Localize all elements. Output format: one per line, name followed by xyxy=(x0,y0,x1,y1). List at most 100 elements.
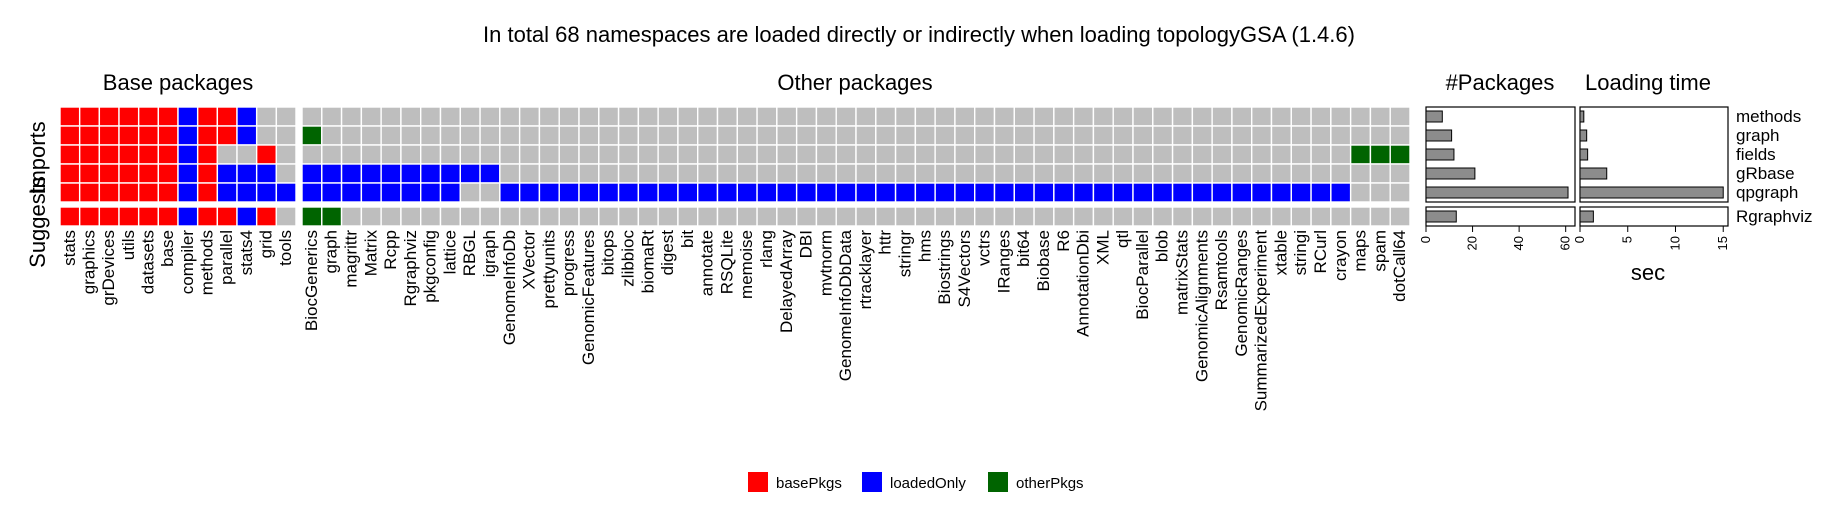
other-cell-qpgraph-lattice xyxy=(439,182,461,203)
base-cell-gRbase-grDevices xyxy=(98,163,120,184)
other-cell-methods-GenomicAlignments xyxy=(1191,106,1213,127)
other-cell-methods-Biostrings xyxy=(934,106,956,127)
other-cell-Rgraphviz-rtracklayer xyxy=(855,206,877,227)
base-column-label: base xyxy=(158,230,177,267)
other-cell-Rgraphviz-Rcpp xyxy=(380,206,402,227)
other-cell-qpgraph-RCurl xyxy=(1310,182,1332,203)
other-cell-qpgraph-memoise xyxy=(736,182,758,203)
other-cell-methods-bit xyxy=(677,106,699,127)
other-cell-methods-zlibbioc xyxy=(617,106,640,127)
other-column-label: crayon xyxy=(1331,230,1350,281)
other-cell-methods-graph xyxy=(321,106,343,127)
other-cell-Rgraphviz-RSQLite xyxy=(716,206,738,227)
other-cell-Rgraphviz-prettyunits xyxy=(538,206,560,227)
other-cell-methods-magrittr xyxy=(340,106,363,127)
loading-bar-Rgraphviz xyxy=(1579,210,1594,223)
other-cell-gRbase-rlang xyxy=(756,163,778,184)
other-cell-graph-lattice xyxy=(439,125,461,146)
packages-bar-fields xyxy=(1425,148,1455,161)
other-cell-graph-GenomeInfoDbData xyxy=(835,125,857,146)
other-column-label: rlang xyxy=(757,230,776,268)
other-cell-graph-prettyunits xyxy=(538,125,560,146)
other-cell-qpgraph-pkgconfig xyxy=(420,182,442,203)
loading-bar-methods xyxy=(1579,110,1585,123)
other-cell-qpgraph-stringr xyxy=(894,182,917,203)
other-column-label: XML xyxy=(1093,230,1112,265)
other-cell-methods-RSQLite xyxy=(716,106,738,127)
other-cell-Rgraphviz-graph xyxy=(321,206,343,227)
other-cell-methods-S4Vectors xyxy=(954,106,976,127)
other-cell-qpgraph-RSQLite xyxy=(716,182,738,203)
other-cell-graph-RSQLite xyxy=(716,125,738,146)
other-column-label: dotCall64 xyxy=(1390,230,1409,302)
other-column-label: Matrix xyxy=(361,230,380,277)
other-cell-gRbase-RSQLite xyxy=(716,163,738,184)
other-cell-fields-bitops xyxy=(598,144,620,165)
base-column-label: compiler xyxy=(178,230,197,295)
base-cell-gRbase-methods xyxy=(196,163,219,184)
other-cell-graph-bitops xyxy=(598,125,620,146)
other-column-label: httr xyxy=(876,230,895,255)
other-cell-Rgraphviz-DelayedArray xyxy=(776,206,798,227)
other-cell-fields-prettyunits xyxy=(538,144,560,165)
other-cell-fields-RBGL xyxy=(459,144,481,165)
other-cell-fields-mvtnorm xyxy=(815,144,837,165)
other-cell-qpgraph-GenomeInfoDb xyxy=(499,182,521,203)
base-column-label: stats4 xyxy=(237,230,256,275)
loading-bar-qpgraph xyxy=(1579,186,1724,199)
other-cell-graph-Matrix xyxy=(360,125,382,146)
other-cell-gRbase-XML xyxy=(1092,163,1114,184)
packages-axis-tick-label: 0 xyxy=(1418,236,1433,243)
packages-axis-tick-label: 20 xyxy=(1465,236,1480,250)
other-cell-qpgraph-rtracklayer xyxy=(855,182,877,203)
other-cell-graph-spam xyxy=(1369,125,1391,146)
other-column-label: RSQLite xyxy=(717,230,736,294)
other-cell-methods-BiocParallel xyxy=(1132,106,1154,127)
base-column-label: grDevices xyxy=(99,230,118,306)
other-cell-graph-GenomicFeatures xyxy=(578,125,600,146)
other-cell-methods-RCurl xyxy=(1310,106,1332,127)
other-cell-graph-vctrs xyxy=(974,125,996,146)
other-column-label: Rgraphviz xyxy=(401,230,420,307)
base-cell-fields-tools xyxy=(275,144,297,165)
other-cell-Rgraphviz-GenomicAlignments xyxy=(1191,206,1213,227)
base-cell-methods-methods xyxy=(196,106,219,127)
other-cell-qpgraph-httr xyxy=(875,182,897,203)
base-cell-qpgraph-methods xyxy=(196,182,219,203)
other-cell-gRbase-stringi xyxy=(1290,163,1312,184)
other-cell-graph-BiocParallel xyxy=(1132,125,1154,146)
other-cell-Rgraphviz-XVector xyxy=(518,206,541,227)
other-cell-gRbase-spam xyxy=(1369,163,1391,184)
other-cell-graph-GenomicAlignments xyxy=(1191,125,1213,146)
other-cell-qpgraph-XML xyxy=(1092,182,1114,203)
other-cell-Rgraphviz-magrittr xyxy=(340,206,363,227)
base-cell-gRbase-parallel xyxy=(216,163,238,184)
other-cell-qpgraph-DBI xyxy=(795,182,818,203)
base-cell-qpgraph-datasets xyxy=(137,182,160,203)
other-cell-methods-stringr xyxy=(894,106,917,127)
other-cell-fields-maps xyxy=(1349,144,1372,165)
loading-time-bar-panel: 0 5 10 15 xyxy=(1572,106,1730,250)
other-cell-graph-graph xyxy=(321,125,343,146)
other-cell-fields-R6 xyxy=(1053,144,1075,165)
other-cell-qpgraph-matrixStats xyxy=(1171,182,1194,203)
other-cell-methods-R6 xyxy=(1053,106,1075,127)
other-column-label: XVector xyxy=(520,230,539,290)
base-cell-Rgraphviz-tools xyxy=(275,206,297,227)
other-cell-gRbase-graph xyxy=(321,163,343,184)
other-cell-methods-AnnotationDbi xyxy=(1072,106,1095,127)
other-cell-methods-bit64 xyxy=(1013,106,1035,127)
base-cell-graph-graphics xyxy=(78,125,101,146)
other-cell-gRbase-dotCall64 xyxy=(1389,163,1411,184)
packages-bar-methods xyxy=(1425,110,1443,123)
other-cell-gRbase-DBI xyxy=(795,163,818,184)
base-cell-fields-datasets xyxy=(137,144,160,165)
other-cell-methods-IRanges xyxy=(993,106,1015,127)
other-column-label: blob xyxy=(1153,230,1172,262)
base-cell-gRbase-base xyxy=(157,163,179,184)
other-cell-fields-biomaRt xyxy=(637,144,659,165)
other-cell-qpgraph-AnnotationDbi xyxy=(1072,182,1095,203)
other-column-label: GenomeInfoDbData xyxy=(836,229,855,381)
other-cell-Rgraphviz-pkgconfig xyxy=(420,206,442,227)
other-column-label: R6 xyxy=(1054,230,1073,252)
